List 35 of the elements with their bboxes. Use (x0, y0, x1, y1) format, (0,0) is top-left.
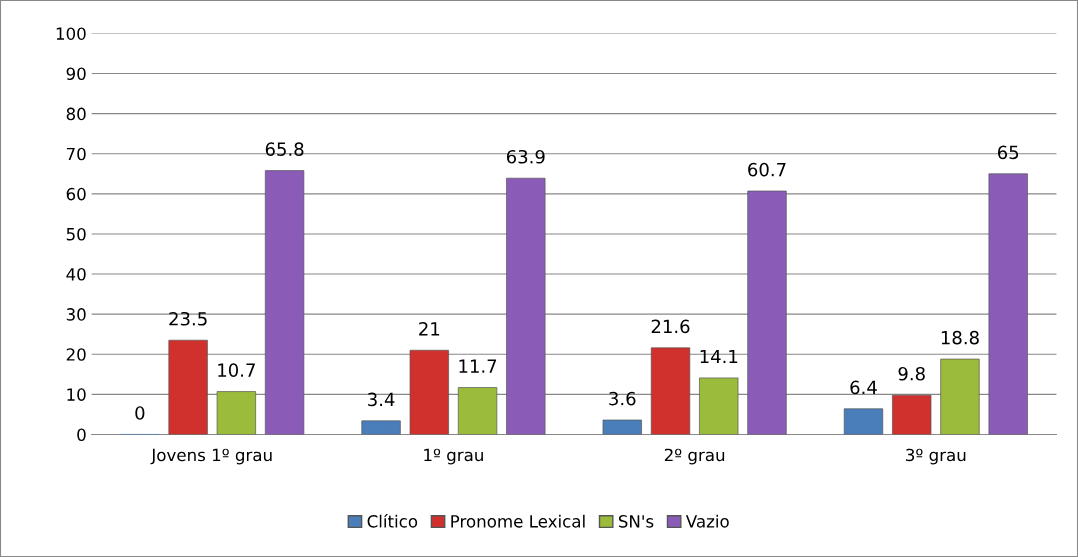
data-label: 21.6 (651, 319, 690, 334)
data-label: 65 (997, 145, 1019, 160)
y-tick-label: 0 (77, 428, 86, 442)
data-label: 3.4 (368, 392, 395, 407)
data-label: 23.5 (169, 311, 207, 326)
data-label: 60.7 (748, 162, 786, 177)
x-tick-label: 1º grau (424, 448, 483, 465)
y-tick-label: 90 (66, 67, 86, 81)
legend-label: Clítico (367, 514, 418, 528)
y-tick-label: 100 (56, 27, 86, 40)
data-label: 14.1 (700, 349, 738, 364)
legend-label: Vazio (685, 514, 729, 528)
y-tick-label: 40 (66, 268, 86, 281)
data-label: 11.7 (459, 359, 497, 373)
x-tick-label: 3º grau (906, 448, 966, 465)
legend-label: Pronome Lexical (451, 514, 585, 528)
data-label: 9.8 (898, 366, 925, 381)
x-tick-label: 2º grau (664, 448, 725, 465)
y-tick-label: 30 (66, 308, 86, 321)
y-tick-label: 80 (66, 107, 86, 121)
y-tick-label: 50 (66, 227, 86, 241)
y-tick-label: 60 (66, 187, 86, 201)
x-tick-label: Jovens 1º grau (150, 448, 272, 465)
data-label: 6.4 (850, 380, 877, 395)
data-label: 18.8 (941, 330, 979, 345)
y-tick-label: 20 (66, 348, 86, 361)
data-label: 0 (135, 406, 145, 420)
data-label: 63.9 (506, 149, 545, 164)
data-label: 65.8 (265, 142, 304, 156)
data-label: 10.7 (218, 363, 255, 377)
y-tick-label: 70 (66, 147, 86, 161)
y-tick-label: 10 (67, 388, 86, 401)
data-label: 3.6 (609, 391, 636, 406)
data-label: 21 (419, 321, 440, 336)
legend-label: SN's (618, 515, 654, 528)
